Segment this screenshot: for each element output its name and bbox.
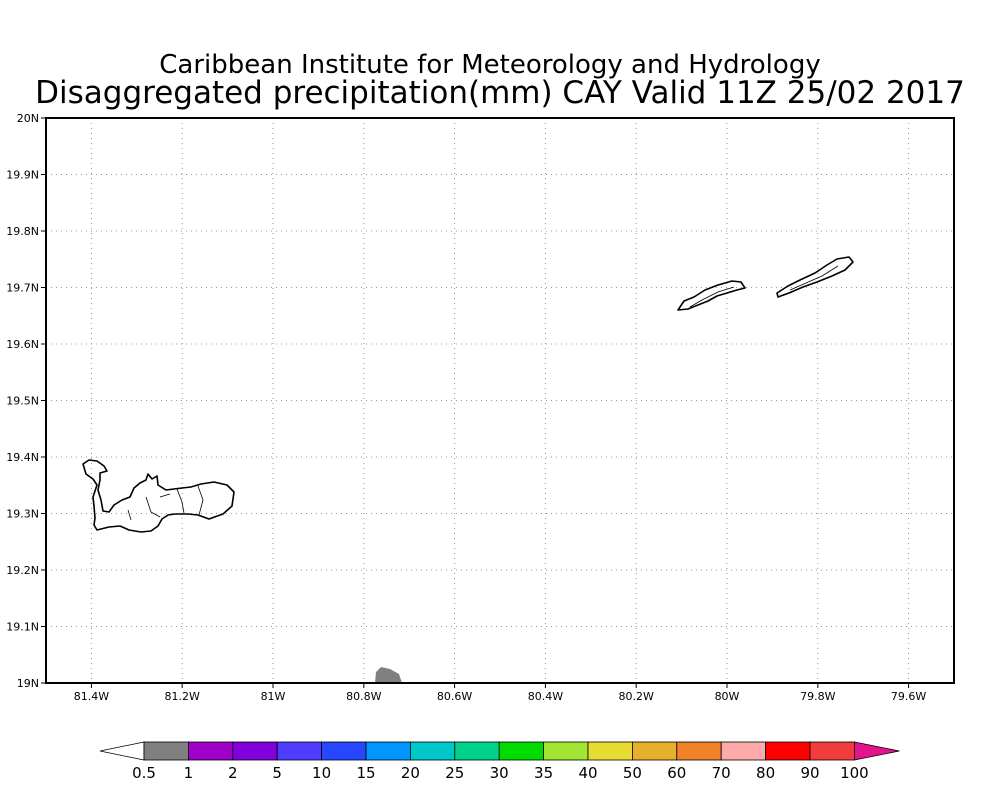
colorbar-label: 100 [840,764,869,782]
y-tick-label: 19.7N [6,282,39,295]
colorbar-label: 70 [712,764,731,782]
colorbar-swatch [187,741,234,761]
little-cayman-inner-line [689,286,735,308]
colorbar-label: 1 [184,764,194,782]
colorbar-swatch [321,741,367,761]
colorbar-label: 10 [312,764,331,782]
x-tick-label: 79.6W [891,690,926,703]
x-tick-label: 80.4W [528,690,563,703]
colorbar-swatch [454,741,500,761]
colorbar-swatch [765,741,811,761]
gridlines [46,118,954,683]
colorbar-high-arrow [854,741,900,761]
colorbar-swatch [232,741,278,761]
y-tick-label: 20N [17,112,39,125]
colorbar-swatch [143,741,189,761]
y-tick-label: 19.9N [6,169,39,182]
colorbar-swatch [276,741,323,761]
colorbar-label: 25 [445,764,464,782]
colorbar-swatch [543,741,589,761]
colorbar-label: 90 [800,764,819,782]
grand-cayman-district-lines [127,485,204,521]
colorbar-low-arrow [99,741,145,761]
x-tick-label: 81.2W [165,690,200,703]
cayman-brac-outline [776,256,854,298]
land-outlines [82,256,854,533]
title-line-1: Caribbean Institute for Meteorology and … [159,50,821,80]
title-line-2: Disaggregated precipitation(mm) CAY Vali… [35,75,965,111]
colorbar-swatch [498,741,545,761]
colorbar-label: 35 [534,764,553,782]
colorbar-swatch [587,741,633,761]
colorbar-swatch [720,741,767,761]
colorbar-swatch [632,741,678,761]
x-tick-label: 80W [715,690,740,703]
y-axis-ticks: 20N 19.9N 19.8N 19.7N 19.6N 19.5N 19.4N 19.3N 19… [6,112,46,690]
colorbar-swatch [365,741,411,761]
precipitation-patch [375,667,402,683]
y-tick-label: 19.6N [6,338,39,351]
colorbar-label: 20 [401,764,420,782]
x-tick-label: 81W [261,690,286,703]
x-tick-label: 80.2W [619,690,654,703]
x-axis-ticks: 81.4W 81.2W 81W 80.8W 80.6W 80.4W 80.2W 80W 79.8… [74,683,926,703]
y-tick-label: 19.1N [6,621,39,634]
y-tick-label: 19.4N [6,451,39,464]
colorbar-swatch [809,741,855,761]
colorbar-label: 40 [578,764,597,782]
y-tick-label: 19.3N [6,508,39,521]
colorbar-label: 30 [490,764,509,782]
x-tick-label: 80.6W [437,690,472,703]
y-tick-label: 19N [17,677,39,690]
colorbar-label: 15 [356,764,375,782]
little-cayman-outline [677,280,746,311]
x-tick-label: 80.8W [346,690,381,703]
colorbar-label: 80 [756,764,775,782]
colorbar-swatch [409,741,456,761]
colorbar-label: 0.5 [132,764,156,782]
colorbar-swatch [676,741,722,761]
colorbar: 0.5 1 2 5 10 15 20 25 30 35 40 50 60 70 80 90 100 [99,741,900,782]
y-tick-label: 19.8N [6,225,39,238]
x-tick-label: 81.4W [74,690,109,703]
colorbar-label: 50 [623,764,642,782]
grand-cayman-outline [82,459,235,533]
colorbar-label: 60 [667,764,686,782]
colorbar-label: 2 [228,764,238,782]
colorbar-label: 5 [272,764,282,782]
y-tick-label: 19.2N [6,564,39,577]
y-tick-label: 19.5N [6,395,39,408]
cayman-brac-inner-line [789,265,839,291]
x-tick-label: 79.8W [800,690,835,703]
